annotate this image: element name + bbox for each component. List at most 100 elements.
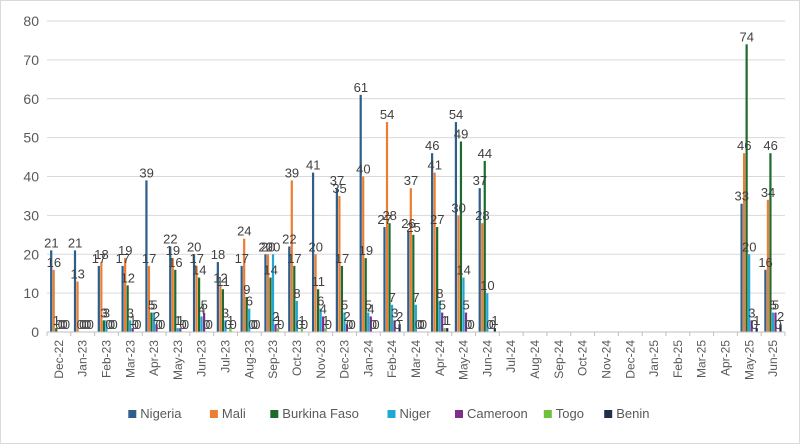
bar-burkina-faso-dec-22 <box>55 328 58 332</box>
data-label-benin-may-24: 0 <box>468 317 475 332</box>
data-label-cameroon-mar-23: 1 <box>129 313 136 328</box>
data-label-cameroon-jun-25: 5 <box>772 298 779 313</box>
data-label-togo-jul-23: 1 <box>227 313 234 328</box>
data-label-benin-jun-24: 1 <box>491 313 498 328</box>
y-tick-label: 80 <box>23 13 39 29</box>
bar-burkina-faso-may-24 <box>459 141 463 332</box>
bar-nigeria-jan-23 <box>73 250 77 332</box>
data-label-mali-apr-23: 17 <box>142 251 156 266</box>
x-tick-label-jun-24: Jun-24 <box>480 340 494 377</box>
x-tick-label-feb-25: Feb-25 <box>671 340 685 378</box>
data-label-benin-feb-24: 2 <box>396 309 403 324</box>
data-label-mali-apr-24: 41 <box>428 158 442 173</box>
data-label-nigeria-dec-23: 37 <box>330 173 344 188</box>
bar-cameroon-apr-24 <box>441 312 444 332</box>
data-label-benin-dec-22: 0 <box>63 317 70 332</box>
data-label-burkina-faso-may-25: 74 <box>740 29 754 44</box>
data-label-nigeria-sep-23: 20 <box>258 239 272 254</box>
data-label-benin-oct-23: 0 <box>301 317 308 332</box>
x-tick-label-may-23: May-23 <box>171 340 185 380</box>
data-label-nigeria-apr-24: 46 <box>425 138 439 153</box>
bar-mali-apr-23 <box>147 265 151 332</box>
data-label-niger-jan-23: 0 <box>79 317 86 332</box>
bar-benin-may-25 <box>755 328 758 332</box>
x-tick-label-jan-23: Jan-23 <box>76 340 90 377</box>
x-tick-label-oct-24: Oct-24 <box>576 340 590 376</box>
y-tick-label: 10 <box>23 285 39 301</box>
legend-label: Cameroon <box>467 406 528 421</box>
legend-swatch <box>387 410 396 418</box>
y-tick-label: 0 <box>31 324 39 340</box>
data-label-benin-jan-23: 0 <box>87 317 94 332</box>
bar-mali-dec-22 <box>52 269 55 332</box>
bar-nigeria-jun-24 <box>478 188 481 332</box>
bar-cameroon-feb-24 <box>393 320 396 332</box>
data-label-togo-feb-24: 0 <box>394 317 401 332</box>
bar-niger-may-24 <box>462 277 465 332</box>
bar-burkina-faso-apr-23 <box>150 312 153 332</box>
data-label-cameroon-jan-24: 4 <box>367 301 374 316</box>
data-label-mali-may-24: 30 <box>451 200 465 215</box>
x-tick-label-feb-24: Feb-24 <box>385 340 399 378</box>
bar-togo-sep-23 <box>276 328 280 332</box>
data-label-burkina-faso-jan-23: 0 <box>77 317 84 332</box>
data-label-mali-mar-24: 37 <box>404 173 418 188</box>
bars <box>50 44 782 333</box>
legend-item-niger: Niger <box>387 406 431 421</box>
x-tick-label-nov-24: Nov-24 <box>599 340 613 379</box>
data-label-cameroon-may-25: 3 <box>748 305 755 320</box>
bar-niger-feb-24 <box>390 304 394 332</box>
bar-mali-feb-23 <box>100 262 103 332</box>
bar-niger-jul-23 <box>224 320 227 332</box>
data-label-niger-oct-23: 8 <box>293 286 300 301</box>
data-label-cameroon-jan-23: 0 <box>82 317 89 332</box>
data-label-cameroon-apr-24: 5 <box>439 298 446 313</box>
x-tick-label-feb-23: Feb-23 <box>100 340 114 378</box>
bar-nigeria-may-23 <box>169 246 172 332</box>
data-label-togo-dec-23: 0 <box>346 317 353 332</box>
data-label-nigeria-aug-23: 17 <box>235 251 249 266</box>
data-label-togo-jun-25: 0 <box>775 317 782 332</box>
data-label-burkina-faso-nov-23: 11 <box>312 274 326 289</box>
bar-burkina-faso-aug-23 <box>245 297 248 332</box>
data-label-nigeria-feb-23: 17 <box>92 251 106 266</box>
y-tick-label: 20 <box>23 246 39 262</box>
bar-burkina-faso-oct-23 <box>293 265 296 332</box>
data-label-nigeria-jun-24: 37 <box>473 173 487 188</box>
data-label-togo-jun-23: 0 <box>203 317 210 332</box>
data-label-niger-feb-24: 7 <box>389 290 396 305</box>
data-label-togo-mar-24: 0 <box>417 317 424 332</box>
data-label-togo-dec-22: 0 <box>60 317 67 332</box>
x-tick-label-jan-25: Jan-25 <box>647 340 661 377</box>
data-label-mali-oct-23: 39 <box>285 165 299 180</box>
data-label-benin-nov-23: 0 <box>325 317 332 332</box>
bar-cameroon-may-25 <box>750 320 753 332</box>
legend-item-burkina-faso: Burkina Faso <box>270 406 359 421</box>
data-label-burkina-faso-apr-23: 5 <box>148 298 155 313</box>
legend-label: Benin <box>616 406 649 421</box>
x-tick-label-jul-24: Jul-24 <box>504 340 518 373</box>
data-label-mali-jan-23: 13 <box>70 266 84 281</box>
data-label-niger-mar-23: 3 <box>127 305 134 320</box>
bar-mali-jul-23 <box>219 285 222 332</box>
data-label-niger-aug-23: 6 <box>246 294 253 309</box>
legend-swatch <box>455 410 463 418</box>
bar-nigeria-jul-23 <box>216 262 219 332</box>
bar-burkina-faso-mar-24 <box>412 234 415 332</box>
bar-niger-apr-23 <box>152 312 156 332</box>
data-label-niger-may-25: 20 <box>742 239 756 254</box>
bar-cameroon-jun-23 <box>203 312 206 332</box>
bar-mali-mar-24 <box>409 188 412 332</box>
bar-benin-jun-25 <box>779 324 782 332</box>
data-label-niger-jun-23: 4 <box>198 301 205 316</box>
data-label-cameroon-may-23: 1 <box>177 313 184 328</box>
data-label-cameroon-mar-24: 0 <box>415 317 422 332</box>
bar-niger-apr-24 <box>438 300 441 332</box>
bar-niger-mar-24 <box>414 304 417 332</box>
data-label-niger-jun-24: 10 <box>480 278 494 293</box>
bar-mali-jan-24 <box>362 176 365 332</box>
legend-swatch <box>543 410 552 418</box>
data-label-benin-feb-23: 0 <box>110 317 117 332</box>
data-label-mali-feb-23: 18 <box>94 247 108 262</box>
